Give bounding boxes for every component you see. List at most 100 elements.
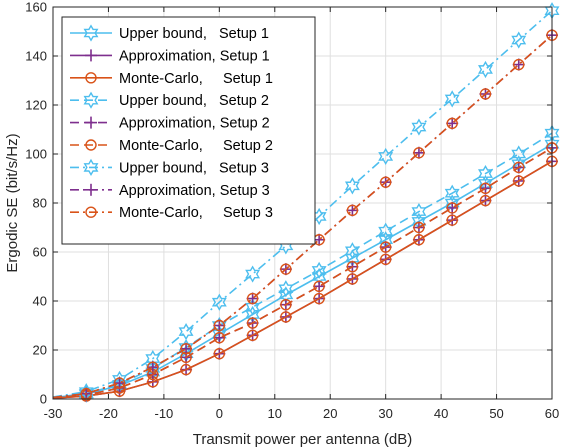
x-tick-label: 40: [434, 406, 448, 421]
y-tick-label: 60: [33, 245, 47, 260]
circle-marker: [213, 332, 226, 344]
x-tick-label: -30: [44, 406, 63, 421]
legend-label: Approximation, Setup 2: [119, 116, 270, 132]
legend-entry-1: Upper bound, Setup 1: [70, 24, 269, 42]
hexagram-marker: [278, 280, 294, 298]
circle-marker: [280, 311, 292, 323]
hexagram-marker: [344, 177, 360, 195]
plus-marker: [446, 117, 459, 130]
circle-marker: [213, 347, 226, 360]
x-axis-label: Transmit power per antenna (dB): [193, 431, 413, 448]
hexagram-marker: [245, 265, 261, 283]
circle-marker: [379, 176, 392, 188]
series-path: [52, 132, 553, 399]
x-tick-label: -10: [154, 406, 173, 421]
series-path: [52, 34, 553, 399]
legend-entry-2: Approximation, Setup 1: [70, 48, 270, 64]
legend-entry-8: Approximation, Setup 3: [70, 183, 270, 199]
legend-entry-7: Upper bound, Setup 3: [70, 158, 269, 176]
x-tick-label: -20: [99, 406, 118, 421]
series-path: [52, 143, 553, 399]
circle-marker: [85, 206, 97, 218]
circle-marker: [413, 147, 425, 159]
hexagram-marker: [344, 242, 360, 260]
hexagram-marker: [378, 147, 394, 166]
plus-marker: [446, 201, 459, 214]
hexagram-marker: [444, 184, 460, 202]
circle-marker: [513, 161, 525, 174]
hexagram-marker: [178, 323, 194, 341]
legend-entry-6: Monte-Carlo, Setup 2: [70, 138, 273, 154]
hexagram-marker: [311, 261, 327, 279]
hexagram-marker: [511, 31, 527, 49]
circle-marker: [180, 343, 192, 355]
circle-marker: [280, 263, 292, 275]
hexagram-marker: [83, 91, 99, 109]
hexagram-marker: [378, 222, 394, 240]
circle-marker: [113, 377, 126, 389]
series-path: [52, 147, 553, 399]
circle-marker: [313, 292, 325, 305]
hexagram-marker: [478, 60, 493, 79]
legend-label: Approximation, Setup 3: [119, 183, 270, 199]
legend-entry-5: Approximation, Setup 2: [70, 116, 270, 132]
hexagram-marker: [411, 202, 427, 221]
hexagram-marker: [511, 145, 527, 163]
y-tick-label: 40: [33, 294, 47, 309]
y-tick-label: 160: [25, 0, 47, 15]
series-line-9: [52, 29, 558, 400]
series-path: [52, 160, 553, 399]
hexagram-marker: [83, 158, 99, 176]
circle-marker: [213, 319, 226, 332]
plus-marker: [346, 204, 359, 217]
legend-label: Upper bound, Setup 1: [119, 26, 269, 42]
circle-marker: [446, 202, 458, 214]
circle-marker: [479, 194, 492, 207]
plus-marker: [412, 146, 425, 159]
circle-marker: [85, 72, 97, 84]
x-tick-label: 0: [216, 406, 223, 421]
legend-entry-9: Monte-Carlo, Setup 3: [70, 205, 273, 221]
circle-marker: [479, 182, 492, 195]
y-tick-label: 100: [25, 147, 47, 162]
circle-marker: [379, 241, 392, 253]
legend-label: Monte-Carlo, Setup 2: [119, 138, 273, 154]
circle-marker: [346, 261, 359, 273]
plus-marker: [512, 58, 525, 71]
x-tick-label: 60: [545, 406, 559, 421]
plus-marker: [85, 116, 97, 129]
hexagram-marker: [211, 293, 227, 311]
circle-marker: [346, 273, 359, 285]
circle-marker: [379, 253, 392, 266]
hexagram-marker: [411, 118, 427, 136]
legend-label: Upper bound, Setup 2: [119, 93, 269, 109]
circle-marker: [446, 117, 458, 130]
circle-marker: [479, 88, 492, 100]
plus-marker: [213, 331, 226, 344]
circle-marker: [513, 58, 525, 71]
legend-label: Monte-Carlo, Setup 1: [119, 71, 273, 87]
legend: Upper bound, Setup 1 Approximation, Setup…: [61, 16, 316, 245]
legend-label: Approximation, Setup 1: [119, 48, 270, 64]
plus-marker: [113, 377, 126, 390]
plus-marker: [85, 49, 97, 62]
hexagram-marker: [245, 298, 261, 316]
tick-layer: -30 -20 -10 0 10 20 30 40 50 60 0 20 40 60 80 100 120 140…: [25, 0, 559, 421]
y-tick-label: 120: [25, 98, 47, 113]
circle-marker: [280, 298, 292, 311]
circle-marker: [413, 234, 425, 246]
circle-marker: [85, 139, 97, 151]
plus-marker: [246, 292, 259, 305]
y-tick-label: 20: [33, 343, 47, 358]
legend-entry-3: Monte-Carlo, Setup 1: [70, 71, 273, 87]
plus-marker: [180, 342, 193, 355]
circle-marker: [246, 292, 259, 305]
legend-entry-4: Upper bound, Setup 2: [70, 91, 269, 109]
x-tick-label: 50: [489, 406, 503, 421]
plus-marker: [213, 319, 226, 332]
plus-marker: [146, 361, 159, 374]
x-tick-label: 30: [378, 406, 392, 421]
circle-marker: [413, 221, 425, 234]
y-axis-label: Ergodic SE (bit/s/Hz): [4, 133, 21, 272]
